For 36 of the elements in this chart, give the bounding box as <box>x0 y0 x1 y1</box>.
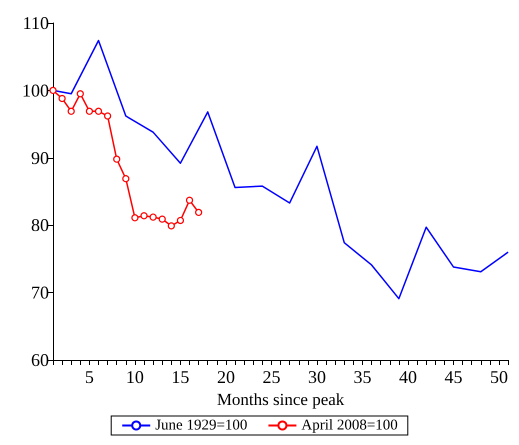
point <box>195 208 202 216</box>
point <box>122 175 130 182</box>
x-tick-label: 5 <box>84 367 94 387</box>
point <box>158 216 166 223</box>
point <box>168 222 175 230</box>
y-tick-label: 90 <box>31 148 49 168</box>
x-tick-label: 10 <box>126 367 144 387</box>
y-tick-label: 110 <box>22 13 49 33</box>
x-tick-label: 15 <box>171 367 190 387</box>
point <box>76 90 84 98</box>
point <box>68 108 75 115</box>
point <box>86 108 94 115</box>
point <box>49 86 57 94</box>
x-tick-label: 30 <box>308 367 326 387</box>
y-tick-label: 80 <box>31 215 49 236</box>
point <box>58 94 66 102</box>
point <box>176 216 184 224</box>
x-tick-label: 40 <box>398 367 417 387</box>
point <box>140 212 148 220</box>
x-axis-title: Months since peak <box>216 390 345 409</box>
point <box>113 156 120 163</box>
point <box>150 214 157 221</box>
x-tick-label: 20 <box>216 367 235 387</box>
x-tick-label: 35 <box>353 367 372 387</box>
legend-label: June 1929=100 <box>155 418 248 434</box>
y-tick-label: 100 <box>22 80 49 100</box>
y-tick-label: 60 <box>31 350 49 370</box>
x-tick-label: 50 <box>490 367 508 387</box>
x-tick-label: 45 <box>444 367 462 387</box>
legend-label: April 2008=100 <box>301 418 398 434</box>
y-tick-label: 70 <box>31 282 49 303</box>
point <box>131 214 139 222</box>
point <box>104 112 112 120</box>
point <box>186 196 194 204</box>
point <box>94 108 102 115</box>
x-tick-label: 25 <box>262 367 280 387</box>
